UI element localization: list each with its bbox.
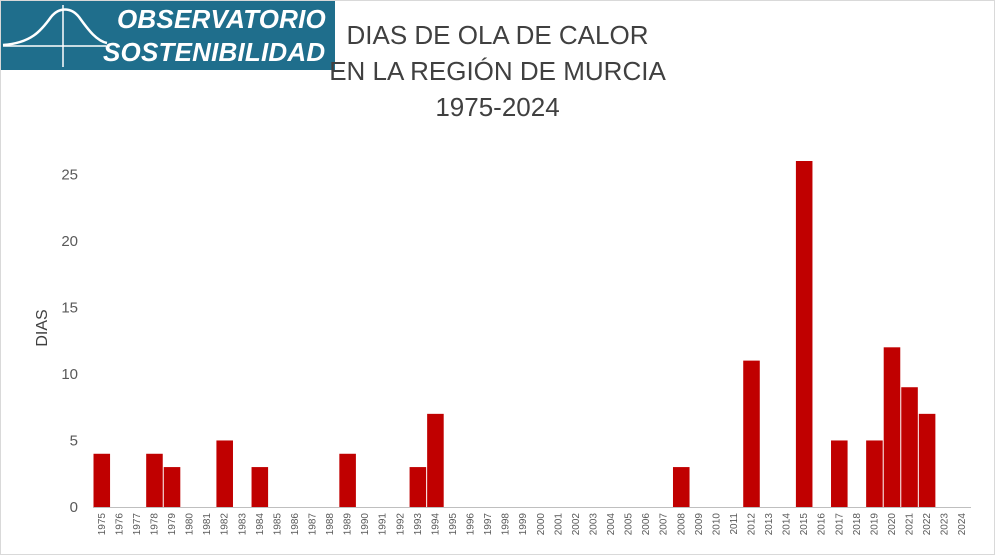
x-tick-label: 2024 xyxy=(957,513,968,536)
x-tick-label: 2011 xyxy=(729,513,740,535)
observatorio-logo: OBSERVATORIO SOSTENIBILIDAD xyxy=(1,1,335,70)
x-tick-label: 1993 xyxy=(413,513,424,536)
x-tick-label: 1996 xyxy=(466,513,477,536)
x-tick-label: 2017 xyxy=(834,513,845,536)
bar xyxy=(409,467,427,507)
bar xyxy=(163,467,181,507)
x-tick-label: 2015 xyxy=(799,513,810,536)
x-tick-label: 1981 xyxy=(202,513,213,536)
bar xyxy=(339,453,356,507)
x-tick-label: 2023 xyxy=(940,513,951,536)
x-tick-label: 2022 xyxy=(922,513,933,536)
x-tick-label: 1990 xyxy=(360,513,371,536)
x-tick-label: 2020 xyxy=(887,513,898,536)
bar xyxy=(883,347,901,507)
x-tick-label: 1977 xyxy=(132,513,143,536)
x-tick-label: 1989 xyxy=(343,513,354,536)
x-tick-label: 2021 xyxy=(905,513,916,536)
y-tick-label: 5 xyxy=(70,432,78,449)
x-tick-label: 2001 xyxy=(553,513,564,536)
x-tick-label: 2010 xyxy=(711,513,722,536)
x-tick-label: 1995 xyxy=(448,513,459,536)
y-tick-label: 10 xyxy=(61,366,78,383)
bell-curve-icon xyxy=(2,5,108,67)
x-tick-label: 2016 xyxy=(817,513,828,536)
y-tick-label: 15 xyxy=(61,299,78,316)
bar xyxy=(216,440,233,507)
y-tick-label: 0 xyxy=(70,499,78,516)
x-tick-label: 1983 xyxy=(237,513,248,536)
x-tick-label: 1985 xyxy=(272,513,283,536)
logo-text-line1: OBSERVATORIO xyxy=(117,4,326,34)
x-tick-label: 1986 xyxy=(290,513,301,536)
bar xyxy=(672,467,690,507)
x-tick-label: 1984 xyxy=(255,513,266,536)
x-tick-label: 1976 xyxy=(114,513,125,536)
bar xyxy=(427,413,444,507)
x-tick-label: 1994 xyxy=(430,513,441,536)
x-tick-label: 2002 xyxy=(571,513,582,536)
bar xyxy=(901,387,918,507)
x-tick-label: 1975 xyxy=(97,513,108,536)
x-tick-label: 2013 xyxy=(764,513,775,536)
bar xyxy=(866,440,883,507)
bar xyxy=(743,360,760,507)
y-tick-label: 25 xyxy=(61,166,78,183)
bar xyxy=(146,453,163,507)
x-tick-label: 1998 xyxy=(501,513,512,536)
chart-title-line1: DIAS DE OLA DE CALOR xyxy=(346,20,649,50)
x-tick-label: 2005 xyxy=(624,513,635,536)
x-tick-label: 2007 xyxy=(659,513,670,536)
x-tick-label: 1992 xyxy=(395,513,406,536)
x-tick-label: 1987 xyxy=(308,513,319,536)
x-tick-label: 2004 xyxy=(606,513,617,536)
chart-title-line3: 1975-2024 xyxy=(435,92,560,122)
bar xyxy=(251,467,269,507)
x-tick-label: 1988 xyxy=(325,513,336,536)
x-tick-label: 2006 xyxy=(641,513,652,536)
x-tick-label: 2000 xyxy=(536,513,547,536)
bar xyxy=(93,453,111,507)
x-tick-label: 2018 xyxy=(852,513,863,536)
x-tick-label: 2012 xyxy=(747,513,758,536)
x-tick-label: 2009 xyxy=(694,513,705,536)
x-tick-label: 2003 xyxy=(588,513,599,536)
y-tick-label: 20 xyxy=(61,233,78,250)
bar xyxy=(918,413,936,507)
bar xyxy=(795,161,813,507)
x-tick-label: 1979 xyxy=(167,513,178,536)
x-tick-label: 1991 xyxy=(378,513,389,536)
chart-title-line2: EN LA REGIÓN DE MURCIA xyxy=(329,56,666,86)
x-tick-label: 1982 xyxy=(220,513,231,536)
y-axis-label: DIAS xyxy=(34,309,51,346)
x-tick-label: 1997 xyxy=(483,513,494,536)
bar xyxy=(831,440,848,507)
x-tick-label: 2008 xyxy=(676,513,687,536)
logo-text-line2: SOSTENIBILIDAD xyxy=(103,37,326,67)
x-tick-label: 1978 xyxy=(149,513,160,536)
x-tick-label: 2014 xyxy=(782,513,793,536)
x-tick-label: 2019 xyxy=(869,513,880,536)
x-tick-label: 1999 xyxy=(518,513,529,536)
x-tick-label: 1980 xyxy=(185,513,196,536)
